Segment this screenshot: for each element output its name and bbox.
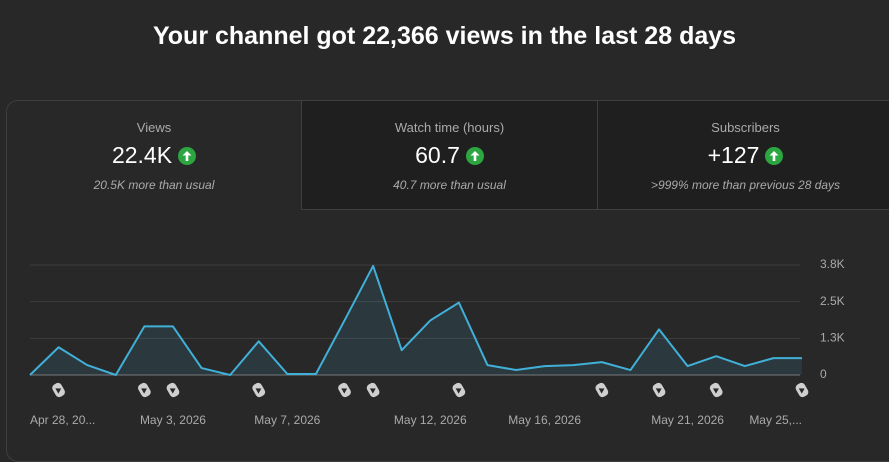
- shorts-icon: [709, 382, 723, 398]
- metric-value: +127: [707, 142, 760, 168]
- up-icon: [765, 146, 784, 165]
- shorts-icon: [138, 382, 151, 398]
- y-tick-label: 3.8K: [820, 257, 845, 271]
- shorts-play: [798, 388, 805, 394]
- y-tick-label: 1.3K: [820, 331, 845, 345]
- shorts-icon: [338, 382, 351, 398]
- shorts-icon: [452, 382, 466, 398]
- shorts-play: [55, 388, 62, 394]
- y-tick-label: 0: [820, 367, 827, 381]
- analytics-card: Views 22.4K 20.5K more than usual Watch …: [6, 100, 889, 462]
- metric-tab[interactable]: Views 22.4K 20.5K more than usual: [7, 101, 301, 210]
- shorts-icon: [595, 382, 609, 398]
- views-chart: 0 1.3K 2.5K 3.8K Apr 28, 20... May 3, 2026 May…: [29, 257, 845, 427]
- metric-value-row: +127: [598, 142, 889, 169]
- x-tick-label: May 7, 2026: [254, 413, 320, 427]
- x-tick-label: May 12, 2026: [394, 413, 467, 427]
- shorts-play: [712, 388, 719, 394]
- x-tick-label: May 3, 2026: [140, 413, 206, 427]
- metric-tab[interactable]: Watch time (hours) 60.7 40.7 more than u…: [301, 101, 597, 210]
- shorts-icon: [252, 382, 266, 398]
- metric-value-row: 60.7: [302, 142, 597, 169]
- metric-label: Subscribers: [711, 120, 780, 135]
- y-tick-label: 2.5K: [820, 294, 845, 308]
- shorts-play: [455, 388, 462, 394]
- metric-label: Watch time (hours): [394, 120, 505, 135]
- x-tick-label: May 21, 2026: [651, 413, 724, 427]
- area: [30, 265, 802, 375]
- shorts-icon: [795, 382, 809, 398]
- metric-value: 22.4K: [111, 142, 173, 168]
- x-tick-label: Apr 28, 20...: [30, 413, 95, 427]
- shorts-play: [598, 388, 605, 394]
- line: [29, 264, 802, 376]
- shorts-icon: [166, 382, 180, 398]
- metric-value: 60.7: [415, 142, 460, 168]
- shorts-play: [169, 388, 176, 394]
- metric-value-row: 22.4K: [7, 142, 301, 169]
- up-icon: [178, 146, 197, 165]
- x-tick-label: May 25,...: [749, 413, 802, 427]
- metric-tabs: Views 22.4K 20.5K more than usual Watch …: [7, 101, 889, 210]
- metric-note: 20.5K more than usual: [93, 178, 215, 192]
- metric-note: 40.7 more than usual: [393, 178, 506, 192]
- shorts-play: [655, 388, 662, 394]
- up-icon: [465, 146, 484, 165]
- shorts-play: [341, 388, 348, 394]
- shorts-play: [141, 388, 147, 394]
- x-tick-label: May 16, 2026: [508, 413, 581, 427]
- shorts-icon: [652, 382, 666, 398]
- shorts-play: [255, 388, 262, 394]
- metric-note: >999% more than previous 28 days: [650, 178, 841, 192]
- page: Your channel got 22,366 views in the las…: [6, 22, 889, 462]
- shorts-icon: [366, 382, 380, 398]
- shorts-icon: [52, 382, 65, 398]
- page-title: Your channel got 22,366 views in the las…: [152, 22, 737, 50]
- metric-label: Views: [136, 120, 172, 135]
- metric-tab[interactable]: Subscribers +127 >999% more than previou…: [597, 101, 889, 210]
- shorts-play: [369, 388, 376, 394]
